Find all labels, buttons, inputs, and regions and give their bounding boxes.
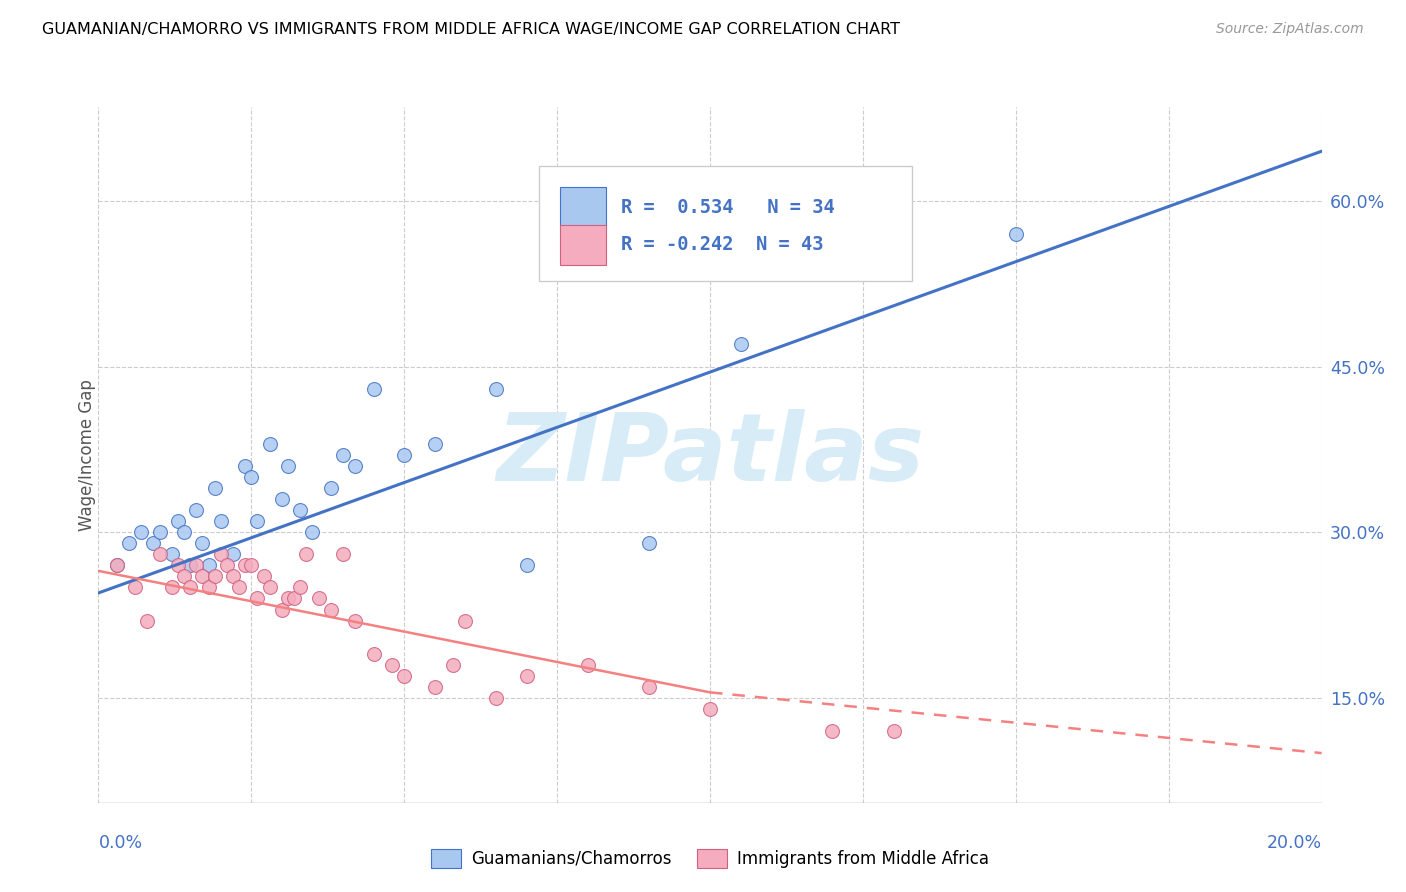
Point xyxy=(149,525,172,540)
Point xyxy=(516,558,538,573)
Point xyxy=(301,525,323,540)
Point xyxy=(105,558,128,573)
Point xyxy=(392,448,416,462)
Point xyxy=(290,581,312,595)
Point xyxy=(204,569,226,583)
Point xyxy=(454,614,477,628)
Point xyxy=(576,657,599,672)
Point xyxy=(277,591,299,606)
Point xyxy=(363,382,385,396)
Point xyxy=(295,547,318,561)
Text: 20.0%: 20.0% xyxy=(1267,834,1322,852)
Point xyxy=(179,581,201,595)
Point xyxy=(186,503,208,517)
Point xyxy=(485,690,508,705)
Point xyxy=(160,581,183,595)
Point xyxy=(167,514,190,528)
FancyBboxPatch shape xyxy=(538,166,912,281)
Point xyxy=(637,536,661,550)
Point xyxy=(308,591,330,606)
Point xyxy=(344,458,367,473)
Point xyxy=(240,558,263,573)
Text: 0.0%: 0.0% xyxy=(98,834,142,852)
Point xyxy=(485,382,508,396)
Point xyxy=(124,581,146,595)
Point xyxy=(252,569,274,583)
Point xyxy=(204,481,226,495)
Point xyxy=(516,669,538,683)
Point xyxy=(209,547,232,561)
Point xyxy=(270,492,292,507)
Point xyxy=(699,702,721,716)
Text: GUAMANIAN/CHAMORRO VS IMMIGRANTS FROM MIDDLE AFRICA WAGE/INCOME GAP CORRELATION : GUAMANIAN/CHAMORRO VS IMMIGRANTS FROM MI… xyxy=(42,22,900,37)
Point xyxy=(118,536,141,550)
Point xyxy=(319,602,342,616)
Point xyxy=(423,680,446,694)
Text: Source: ZipAtlas.com: Source: ZipAtlas.com xyxy=(1216,22,1364,37)
Point xyxy=(319,481,342,495)
Point xyxy=(344,614,367,628)
Point xyxy=(173,569,195,583)
Point xyxy=(392,669,416,683)
Point xyxy=(105,558,128,573)
Point xyxy=(441,657,464,672)
Point xyxy=(215,558,238,573)
Point xyxy=(259,581,281,595)
FancyBboxPatch shape xyxy=(560,225,606,265)
Point xyxy=(222,547,245,561)
Point xyxy=(270,602,292,616)
Point xyxy=(173,525,195,540)
Point xyxy=(209,514,232,528)
Point xyxy=(186,558,208,573)
Point xyxy=(259,437,281,451)
Point xyxy=(1004,227,1026,241)
Text: R =  0.534   N = 34: R = 0.534 N = 34 xyxy=(620,198,835,217)
Point xyxy=(637,680,661,694)
Point xyxy=(363,647,385,661)
Point xyxy=(283,591,305,606)
Point xyxy=(228,581,250,595)
Point xyxy=(821,724,844,739)
Point xyxy=(246,514,269,528)
Point xyxy=(332,547,354,561)
Point xyxy=(246,591,269,606)
Point xyxy=(191,536,214,550)
Y-axis label: Wage/Income Gap: Wage/Income Gap xyxy=(79,379,96,531)
Point xyxy=(197,581,219,595)
Point xyxy=(883,724,905,739)
Point xyxy=(277,458,299,473)
Point xyxy=(197,558,219,573)
Point xyxy=(730,337,752,351)
Point xyxy=(240,470,263,484)
Point xyxy=(167,558,190,573)
Point xyxy=(233,558,256,573)
Point xyxy=(423,437,446,451)
Point xyxy=(179,558,201,573)
Point xyxy=(233,458,256,473)
Point xyxy=(332,448,354,462)
Point xyxy=(222,569,245,583)
Point xyxy=(136,614,159,628)
Point xyxy=(142,536,165,550)
Point xyxy=(129,525,152,540)
Point xyxy=(160,547,183,561)
Point xyxy=(191,569,214,583)
Text: R = -0.242  N = 43: R = -0.242 N = 43 xyxy=(620,235,824,254)
Point xyxy=(290,503,312,517)
Text: ZIPatlas: ZIPatlas xyxy=(496,409,924,501)
Point xyxy=(381,657,404,672)
FancyBboxPatch shape xyxy=(560,187,606,227)
Legend: Guamanians/Chamorros, Immigrants from Middle Africa: Guamanians/Chamorros, Immigrants from Mi… xyxy=(425,842,995,874)
Point xyxy=(149,547,172,561)
